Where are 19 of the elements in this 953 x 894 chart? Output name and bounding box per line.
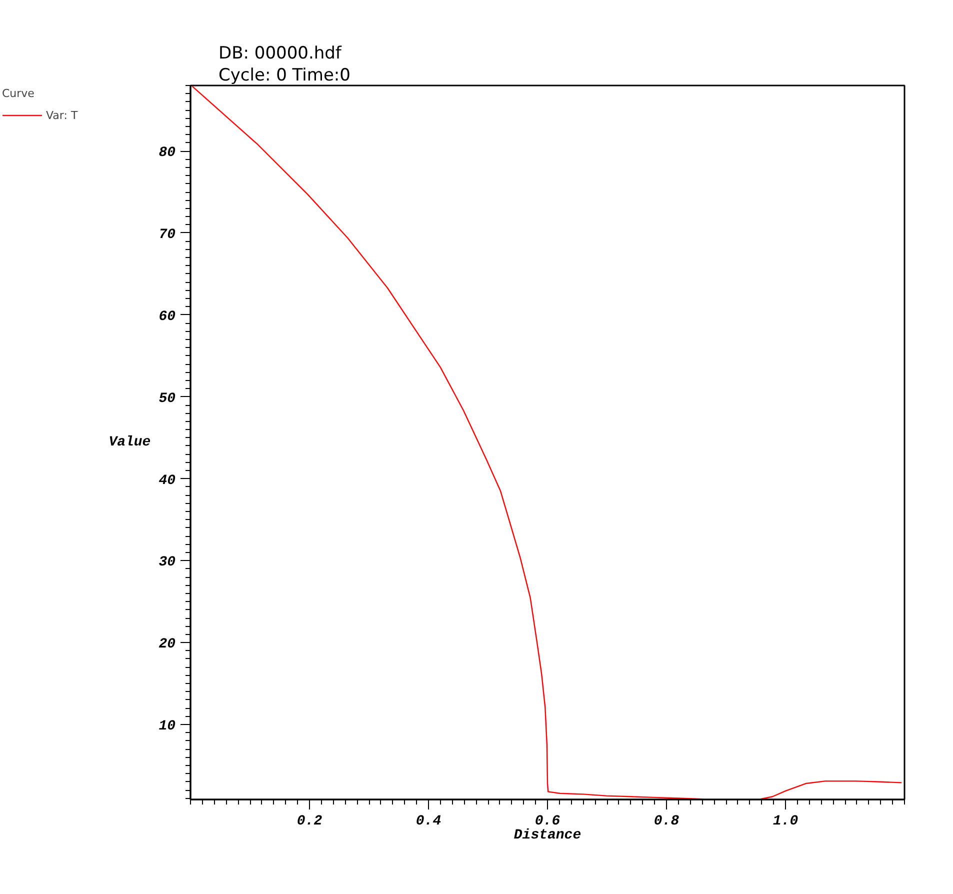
y-tick-label: 60 xyxy=(158,308,176,325)
y-tick-label: 10 xyxy=(158,718,176,735)
x-tick-label: 0.6 xyxy=(534,814,561,830)
y-tick-label: 40 xyxy=(158,472,176,489)
y-tick-label: 30 xyxy=(158,554,176,571)
x-axis-title: Distance xyxy=(514,828,582,844)
x-tick-label: 0.4 xyxy=(416,814,442,830)
legend-label: Var: T xyxy=(46,108,78,122)
x-tick-label: 0.8 xyxy=(654,814,680,830)
y-tick-label: 70 xyxy=(158,226,176,243)
y-tick-label: 20 xyxy=(158,636,176,653)
x-tick-label: 1.0 xyxy=(772,814,798,830)
legend-title: Curve xyxy=(2,87,36,100)
chart-title: DB: 00000.hdf xyxy=(218,44,342,64)
y-axis-title: Value xyxy=(108,434,151,450)
y-tick-label: 50 xyxy=(158,390,176,407)
y-tick-label: 80 xyxy=(158,145,176,162)
x-tick-label: 0.2 xyxy=(296,814,323,830)
chart-subtitle: Cycle: 0 Time:0 xyxy=(218,66,350,86)
